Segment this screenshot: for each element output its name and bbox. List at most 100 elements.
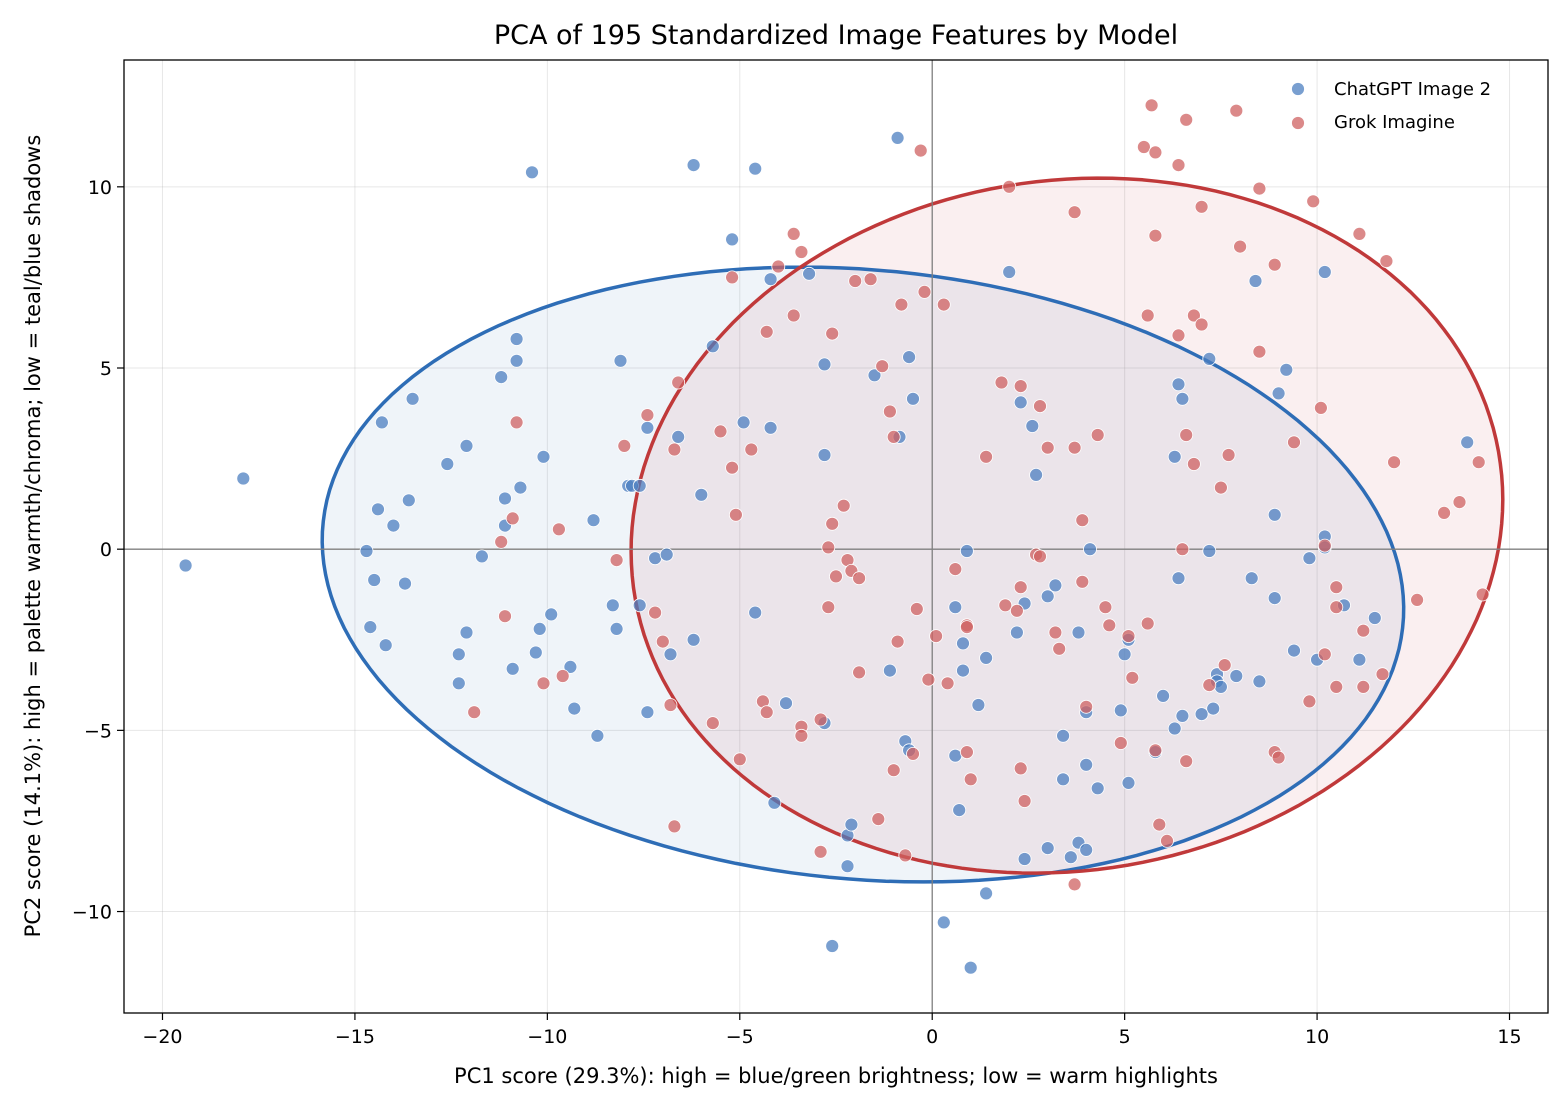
data-point-series-0 bbox=[1244, 571, 1259, 586]
data-point-series-1 bbox=[1437, 506, 1451, 520]
data-point-series-0 bbox=[1063, 850, 1078, 865]
data-point-series-1 bbox=[836, 498, 851, 513]
data-point-series-1 bbox=[1171, 328, 1186, 343]
data-point-series-0 bbox=[586, 513, 601, 528]
data-point-series-0 bbox=[979, 651, 993, 665]
data-point-series-0 bbox=[1017, 852, 1032, 866]
data-point-series-1 bbox=[555, 669, 570, 683]
data-point-series-1 bbox=[963, 772, 978, 787]
data-point-series-0 bbox=[906, 391, 920, 406]
data-point-series-1 bbox=[1125, 670, 1140, 685]
data-point-series-1 bbox=[1271, 750, 1286, 765]
data-point-series-1 bbox=[940, 676, 955, 691]
x-tick-label: −15 bbox=[335, 1026, 375, 1048]
data-point-series-0 bbox=[1267, 591, 1282, 605]
data-point-series-0 bbox=[513, 480, 528, 495]
data-point-series-1 bbox=[1187, 308, 1201, 323]
data-point-series-0 bbox=[844, 817, 859, 832]
data-point-series-0 bbox=[763, 420, 778, 435]
data-point-series-1 bbox=[1090, 428, 1105, 442]
data-point-series-1 bbox=[825, 326, 840, 341]
data-point-series-0 bbox=[1117, 647, 1132, 662]
data-point-series-0 bbox=[1167, 449, 1182, 464]
data-point-series-0 bbox=[363, 620, 378, 634]
chart-title: PCA of 195 Standardized Image Features b… bbox=[494, 20, 1178, 51]
ellipse-fill-1 bbox=[631, 178, 1503, 874]
data-point-series-1 bbox=[909, 602, 924, 616]
data-point-series-1 bbox=[1010, 603, 1024, 618]
data-point-series-1 bbox=[1013, 761, 1028, 776]
data-point-series-1 bbox=[1152, 817, 1167, 832]
data-point-series-0 bbox=[1317, 265, 1332, 279]
data-point-series-1 bbox=[890, 634, 905, 649]
data-point-series-0 bbox=[567, 701, 582, 716]
data-point-series-1 bbox=[821, 540, 836, 555]
data-point-series-1 bbox=[1471, 455, 1486, 470]
data-point-series-1 bbox=[1352, 226, 1367, 241]
data-point-series-0 bbox=[505, 661, 520, 676]
data-point-series-1 bbox=[729, 507, 743, 522]
data-point-series-0 bbox=[1267, 507, 1282, 522]
data-point-series-0 bbox=[686, 158, 701, 173]
data-point-series-1 bbox=[744, 442, 759, 457]
data-point-series-1 bbox=[813, 844, 828, 859]
data-point-series-1 bbox=[821, 600, 836, 615]
data-point-series-1 bbox=[1033, 549, 1047, 564]
data-point-series-0 bbox=[1171, 377, 1186, 392]
data-point-series-1 bbox=[1252, 181, 1267, 196]
data-point-series-1 bbox=[886, 429, 901, 444]
data-point-series-0 bbox=[1040, 589, 1055, 604]
ellipse-outline-0 bbox=[320, 265, 1406, 884]
data-point-series-0 bbox=[867, 368, 882, 383]
data-point-series-0 bbox=[525, 165, 539, 180]
data-point-series-1 bbox=[1013, 580, 1028, 595]
data-point-series-0 bbox=[1167, 721, 1182, 736]
data-point-series-1 bbox=[894, 297, 909, 312]
data-point-series-0 bbox=[544, 607, 559, 622]
data-point-series-0 bbox=[605, 598, 620, 613]
data-point-series-1 bbox=[1229, 103, 1244, 118]
data-point-series-0 bbox=[963, 960, 978, 975]
data-point-series-1 bbox=[929, 629, 943, 643]
data-point-series-1 bbox=[1217, 658, 1232, 672]
data-point-series-0 bbox=[1194, 707, 1209, 721]
data-point-series-0 bbox=[1010, 625, 1024, 640]
data-point-series-0 bbox=[494, 370, 509, 385]
data-point-series-0 bbox=[401, 493, 416, 508]
data-point-series-0 bbox=[1090, 781, 1105, 796]
data-point-series-1 bbox=[852, 665, 866, 680]
data-point-series-0 bbox=[1056, 728, 1070, 743]
data-point-series-1 bbox=[1452, 495, 1467, 510]
data-point-series-1 bbox=[994, 375, 1009, 390]
data-point-series-1 bbox=[667, 819, 682, 834]
data-point-series-0 bbox=[1079, 757, 1094, 772]
data-point-series-1 bbox=[917, 284, 932, 299]
data-point-series-0 bbox=[1083, 542, 1097, 557]
data-point-series-1 bbox=[852, 571, 866, 586]
data-point-series-0 bbox=[960, 544, 974, 558]
data-point-series-0 bbox=[1460, 435, 1475, 450]
data-point-series-0 bbox=[359, 544, 374, 558]
data-point-series-1 bbox=[1148, 145, 1163, 160]
data-point-series-1 bbox=[886, 763, 901, 778]
data-point-series-0 bbox=[378, 638, 393, 653]
data-point-series-0 bbox=[883, 663, 897, 678]
data-point-series-1 bbox=[1075, 574, 1090, 589]
data-point-series-0 bbox=[1352, 652, 1367, 667]
data-point-series-1 bbox=[1017, 794, 1032, 808]
data-point-series-0 bbox=[817, 357, 832, 372]
plot-frame bbox=[123, 59, 1549, 1014]
legend: ChatGPT Image 2 Grok Imagine bbox=[1291, 79, 1491, 133]
data-point-series-0 bbox=[1056, 772, 1070, 787]
data-point-series-1 bbox=[1121, 629, 1136, 643]
data-point-series-1 bbox=[1356, 680, 1371, 694]
data-point-series-0 bbox=[1113, 703, 1128, 718]
y-tick-label: 5 bbox=[100, 358, 112, 380]
data-point-series-0 bbox=[1367, 611, 1382, 625]
data-point-series-0 bbox=[451, 647, 466, 662]
y-tick-label: −10 bbox=[72, 902, 112, 924]
data-point-series-1 bbox=[1171, 158, 1186, 173]
data-point-series-0 bbox=[725, 232, 739, 247]
data-point-series-1 bbox=[825, 516, 840, 531]
data-point-series-1 bbox=[1075, 513, 1090, 528]
